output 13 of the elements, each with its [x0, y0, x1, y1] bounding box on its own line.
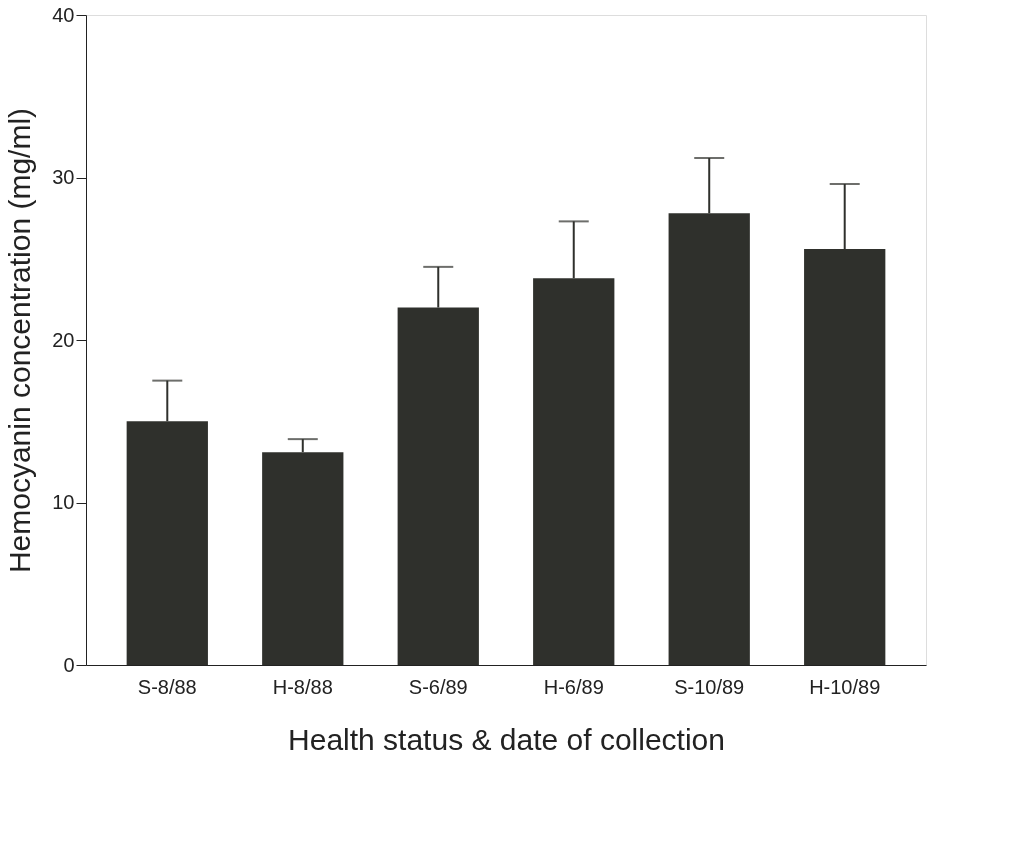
- x-tick-label: H-10/89: [809, 675, 881, 698]
- y-tick-label: 40: [52, 3, 75, 26]
- y-axis-title: Hemocyanin concentration (mg/ml): [3, 107, 37, 574]
- y-tick-label: 0: [63, 653, 75, 676]
- x-tick-label: H-8/88: [272, 675, 333, 698]
- x-tick-label: S-8/88: [137, 675, 197, 698]
- y-tick-label: 20: [52, 328, 75, 351]
- y-tick-label: 30: [52, 166, 75, 188]
- x-tick-label: S-10/89: [674, 675, 745, 698]
- y-tick-label: 10: [52, 491, 75, 513]
- x-tick-label: S-6/89: [408, 675, 468, 698]
- x-axis-title: Health status & date of collection: [288, 722, 725, 756]
- x-tick-label: H-6/89: [543, 675, 604, 698]
